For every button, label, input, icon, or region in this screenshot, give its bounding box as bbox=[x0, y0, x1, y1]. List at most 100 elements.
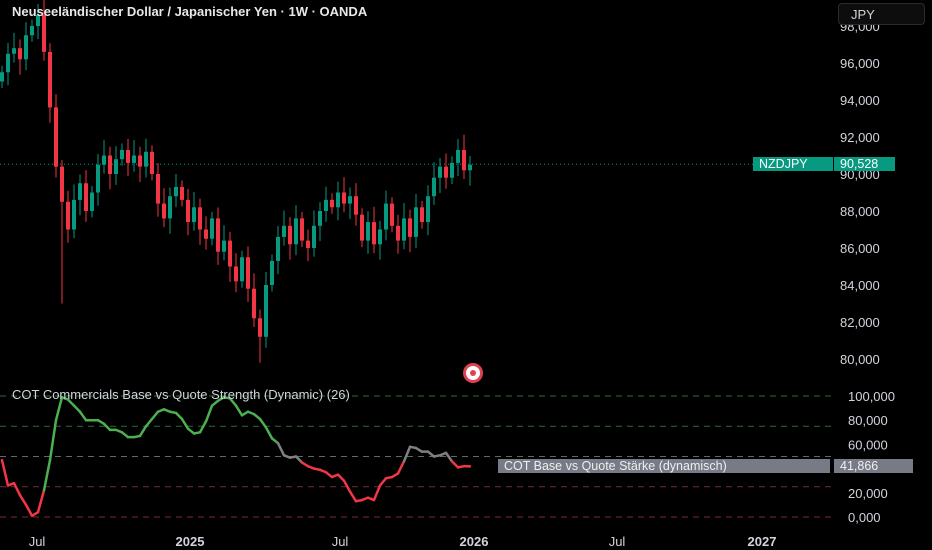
candle-body bbox=[246, 257, 250, 289]
candle-body bbox=[54, 107, 58, 167]
indicator-line-segment bbox=[72, 404, 82, 413]
indicator-line-segment bbox=[264, 426, 274, 440]
candle-body bbox=[426, 196, 430, 223]
candle-body bbox=[96, 164, 100, 193]
candle-body bbox=[30, 26, 34, 36]
candle-body bbox=[264, 285, 268, 337]
indicator-line-segment bbox=[258, 417, 268, 429]
indicator-line-segment bbox=[228, 397, 238, 407]
candle-body bbox=[450, 162, 454, 178]
candle-body bbox=[108, 155, 112, 174]
candle-body bbox=[210, 218, 214, 239]
indicator-line-segment bbox=[348, 490, 358, 503]
indicator-line-segment bbox=[450, 460, 460, 469]
candle-body bbox=[84, 183, 88, 211]
candle-body bbox=[378, 229, 382, 245]
indicator-tick-label: 60,000 bbox=[848, 437, 888, 452]
indicator-line-segment bbox=[396, 460, 406, 475]
currency-button[interactable]: JPY bbox=[838, 3, 925, 25]
price-tick-label: 94,000 bbox=[840, 93, 880, 108]
target-icon[interactable] bbox=[463, 363, 483, 383]
indicator-line-segment bbox=[12, 481, 22, 497]
indicator-line-segment bbox=[0, 458, 10, 487]
candle-body bbox=[432, 177, 436, 197]
candle-body bbox=[402, 218, 406, 241]
price-tick-label: 88,000 bbox=[840, 204, 880, 219]
candle-body bbox=[24, 35, 28, 60]
indicator-line-segment bbox=[324, 470, 334, 479]
candle-body bbox=[312, 225, 316, 248]
candle-body bbox=[336, 192, 340, 208]
indicator-line-segment bbox=[102, 422, 112, 432]
candle-body bbox=[240, 257, 244, 282]
candle-body bbox=[330, 199, 334, 208]
price-tag: 90,528 bbox=[834, 157, 895, 171]
price-tick-label: 84,000 bbox=[840, 278, 880, 293]
candle-body bbox=[120, 149, 124, 160]
price-tick-label: 92,000 bbox=[840, 130, 880, 145]
candle-body bbox=[48, 51, 52, 108]
candle-body bbox=[150, 151, 154, 174]
candle-body bbox=[126, 149, 130, 163]
indicator-line-segment bbox=[120, 431, 130, 439]
indicator-line-segment bbox=[180, 417, 190, 430]
candle-body bbox=[42, 14, 46, 52]
indicator-line-segment bbox=[144, 417, 154, 428]
candle-body bbox=[372, 222, 376, 245]
candle-body bbox=[438, 166, 442, 178]
indicator-tag-label: COT Base vs Quote Stärke (dynamisch) bbox=[498, 459, 830, 473]
indicator-line-segment bbox=[48, 418, 58, 462]
candle-body bbox=[324, 199, 328, 211]
candle-body bbox=[300, 218, 304, 241]
candle-body bbox=[162, 203, 166, 219]
indicator-line-segment bbox=[426, 450, 436, 458]
candle-body bbox=[258, 318, 262, 337]
indicator-tick-label: 100,000 bbox=[848, 389, 895, 404]
indicator-line-segment bbox=[294, 455, 304, 464]
indicator-line-segment bbox=[42, 458, 52, 492]
candle-body bbox=[204, 229, 208, 239]
candle-body bbox=[132, 155, 136, 163]
indicator-line-segment bbox=[66, 398, 76, 407]
candle-body bbox=[90, 192, 94, 211]
time-axis-label: 2026 bbox=[460, 534, 489, 549]
indicator-line-segment bbox=[186, 427, 196, 435]
price-tick-label: 80,000 bbox=[840, 352, 880, 367]
candle-body bbox=[144, 151, 148, 167]
candle-body bbox=[0, 72, 4, 82]
candle-body bbox=[384, 203, 388, 230]
time-axis-label: 2025 bbox=[176, 534, 205, 549]
candle-body bbox=[318, 211, 322, 226]
candle-body bbox=[420, 207, 424, 223]
candle-body bbox=[414, 207, 418, 237]
candle-body bbox=[186, 199, 190, 223]
indicator-line-segment bbox=[204, 404, 214, 423]
price-tick-label: 86,000 bbox=[840, 241, 880, 256]
indicator-title: COT Commercials Base vs Quote Strength (… bbox=[12, 387, 350, 402]
indicator-line-segment bbox=[342, 479, 352, 493]
candle-body bbox=[18, 48, 22, 60]
candle-body bbox=[138, 155, 142, 167]
candle-body bbox=[348, 196, 352, 204]
indicator-line-segment bbox=[444, 451, 454, 463]
candle-body bbox=[222, 240, 226, 252]
candle-body bbox=[174, 186, 178, 197]
candle-body bbox=[468, 164, 472, 171]
candle-body bbox=[354, 196, 358, 215]
chart-title: Neuseeländischer Dollar / Japanischer Ye… bbox=[12, 4, 368, 19]
price-tick-label: 82,000 bbox=[840, 315, 880, 330]
candle-body bbox=[396, 225, 400, 241]
indicator-tick-label: 20,000 bbox=[848, 486, 888, 501]
candle-body bbox=[12, 48, 16, 54]
candle-body bbox=[342, 192, 346, 204]
candle-body bbox=[216, 218, 220, 252]
candle-body bbox=[282, 225, 286, 237]
candle-body bbox=[276, 236, 280, 261]
indicator-line-segment bbox=[336, 473, 346, 482]
candle-body bbox=[60, 166, 64, 202]
indicator-line-segment bbox=[270, 437, 280, 445]
indicator-line-segment bbox=[36, 489, 46, 514]
time-axis-label: Jul bbox=[29, 534, 46, 549]
candle-body bbox=[6, 53, 10, 73]
